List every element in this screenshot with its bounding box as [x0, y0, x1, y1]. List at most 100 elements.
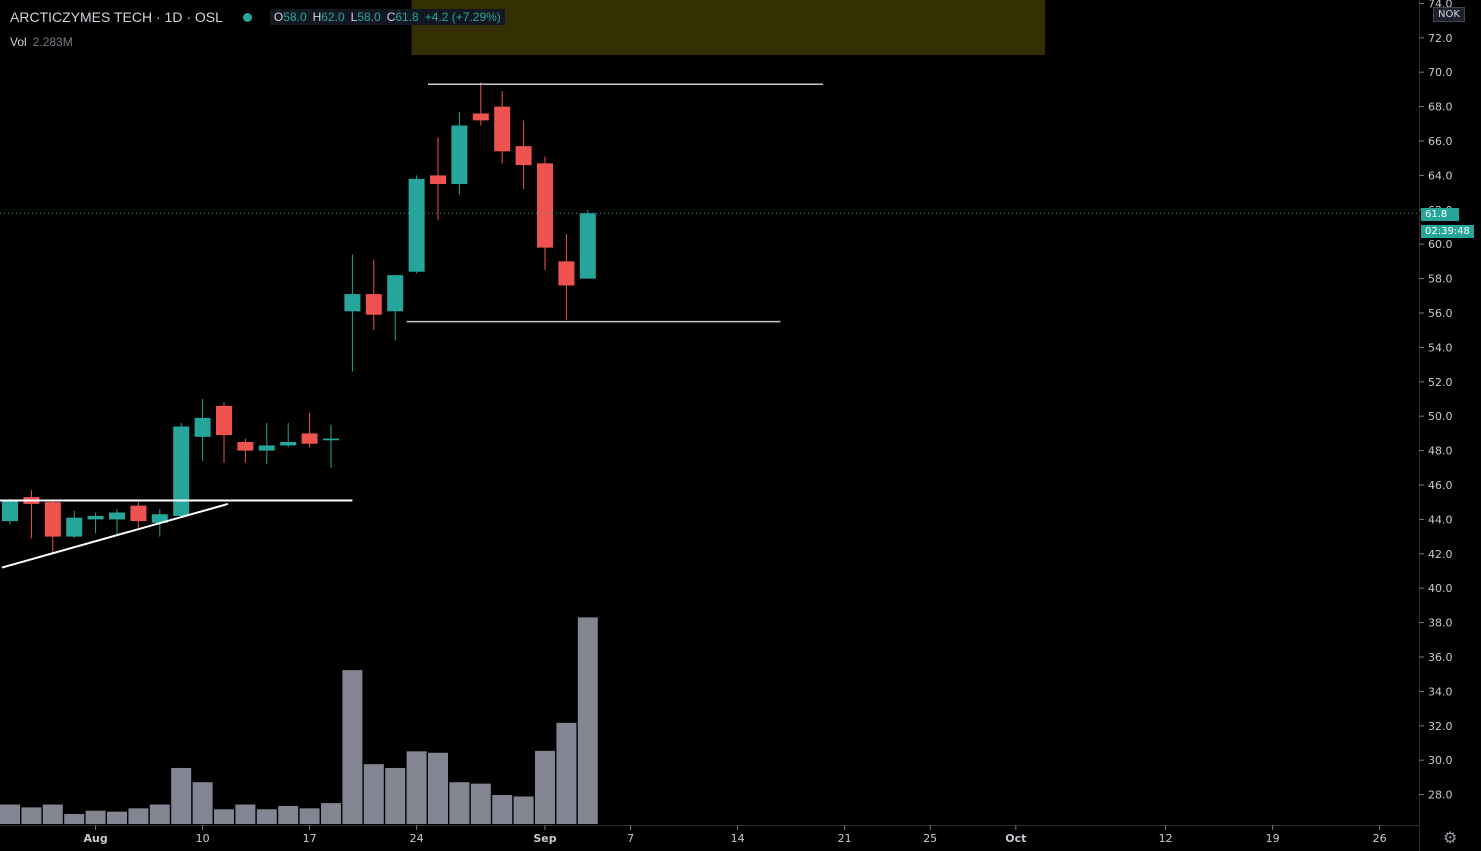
candle-body [579, 213, 596, 279]
candle-body [173, 426, 190, 516]
candle[interactable] [451, 111, 468, 195]
low-value: 58.0 [357, 10, 381, 24]
last-price-label: 61.8 [1421, 208, 1459, 221]
market-status-icon [242, 12, 252, 22]
candle-body [109, 512, 125, 520]
gear-icon[interactable]: ⚙ [1443, 830, 1458, 847]
y-tick-label: 46.0 [1428, 479, 1453, 492]
symbol-name: ARCTICZYMES TECH [10, 9, 153, 25]
y-tick-label: 50.0 [1428, 410, 1453, 423]
candle-body [451, 125, 468, 184]
candle-series [2, 82, 596, 554]
x-tick-label: Sep [533, 832, 556, 845]
candle[interactable] [323, 424, 339, 468]
volume-bar [85, 810, 106, 824]
volume-series [0, 617, 598, 824]
candle-body [237, 442, 254, 451]
x-tick-label: 14 [731, 832, 745, 845]
candle-body [408, 178, 425, 272]
volume-bar [235, 804, 256, 824]
candle[interactable] [109, 509, 125, 535]
candle[interactable] [515, 120, 532, 190]
y-tick-label: 60.0 [1428, 238, 1453, 251]
y-tick-label: 38.0 [1428, 617, 1453, 630]
volume-bar [449, 782, 470, 824]
candle-body [558, 261, 575, 286]
candle[interactable] [216, 402, 232, 463]
ohlc-values: O58.0 H62.0 L58.0 C61.8 +4.2 (+7.29%) [269, 9, 505, 25]
x-tick-label: 10 [196, 832, 210, 845]
x-tick-label: 17 [303, 832, 317, 845]
close-label: C [386, 10, 396, 24]
candle-body [365, 294, 382, 315]
candle[interactable] [66, 510, 83, 539]
candle[interactable] [301, 412, 318, 448]
volume-bar [0, 804, 20, 824]
currency-badge[interactable]: NOK [1433, 7, 1465, 22]
candle[interactable] [44, 500, 61, 554]
candle[interactable] [430, 137, 446, 221]
volume-bar [363, 764, 384, 824]
y-tick-label: 32.0 [1428, 720, 1453, 733]
x-tick-label: 12 [1159, 832, 1173, 845]
candle-body [151, 514, 168, 523]
candle[interactable] [87, 512, 104, 534]
candle[interactable] [2, 498, 18, 525]
volume-legend[interactable]: Vol 2.283M [10, 35, 73, 49]
volume-bar [428, 752, 448, 824]
x-tick-label: 19 [1266, 832, 1280, 845]
candle[interactable] [472, 82, 489, 126]
x-tick-label: 26 [1373, 832, 1387, 845]
candle-body [216, 405, 232, 436]
candle[interactable] [344, 254, 361, 372]
y-tick-label: 52.0 [1428, 376, 1453, 389]
symbol-legend: ARCTICZYMES TECH · 1D · OSL O58.0 H62.0 … [10, 9, 505, 25]
candle-body [515, 146, 532, 166]
y-tick-label: 44.0 [1428, 513, 1453, 526]
candle-body [87, 515, 104, 520]
y-tick-label: 64.0 [1428, 169, 1453, 182]
candle[interactable] [280, 423, 297, 448]
interval-label: 1D [164, 9, 183, 25]
low-label: L [350, 10, 358, 24]
volume-bar [513, 796, 534, 824]
change-value: +4.2 (+7.29%) [424, 10, 501, 24]
x-tick-label: Oct [1005, 832, 1026, 845]
volume-bar [214, 809, 234, 824]
candle[interactable] [579, 209, 596, 279]
y-tick-label: 66.0 [1428, 135, 1453, 148]
volume-value: 2.283M [32, 35, 73, 49]
candle-body [387, 275, 404, 312]
exchange-label: OSL [194, 9, 223, 25]
volume-bar [278, 805, 299, 824]
y-tick-label: 56.0 [1428, 307, 1453, 320]
bar-countdown: 02:39:48 [1421, 225, 1474, 238]
trend-line[interactable] [1, 502, 229, 569]
candle[interactable] [173, 423, 190, 518]
candle[interactable] [258, 423, 275, 465]
y-tick-label: 72.0 [1428, 32, 1453, 45]
volume-bar [406, 751, 427, 824]
volume-bar [492, 795, 513, 824]
high-value: 62.0 [321, 10, 345, 24]
candle[interactable] [558, 233, 575, 320]
candle-body [66, 517, 83, 537]
x-tick-label: 21 [838, 832, 852, 845]
y-tick-label: 68.0 [1428, 101, 1453, 114]
candle[interactable] [130, 502, 147, 528]
zone-rectangle[interactable] [411, 0, 1046, 55]
candle[interactable] [387, 275, 404, 341]
candle-body [280, 442, 297, 446]
candle[interactable] [365, 259, 382, 331]
candle[interactable] [408, 175, 425, 274]
volume-bar [192, 782, 213, 824]
candle[interactable] [537, 156, 553, 270]
candle[interactable] [237, 438, 254, 463]
symbol-title[interactable]: ARCTICZYMES TECH · 1D · OSL [10, 9, 223, 25]
volume-bar [21, 807, 42, 824]
drawings [0, 83, 824, 569]
candle[interactable] [194, 399, 211, 461]
y-tick-label: 36.0 [1428, 651, 1453, 664]
candle[interactable] [494, 91, 511, 164]
